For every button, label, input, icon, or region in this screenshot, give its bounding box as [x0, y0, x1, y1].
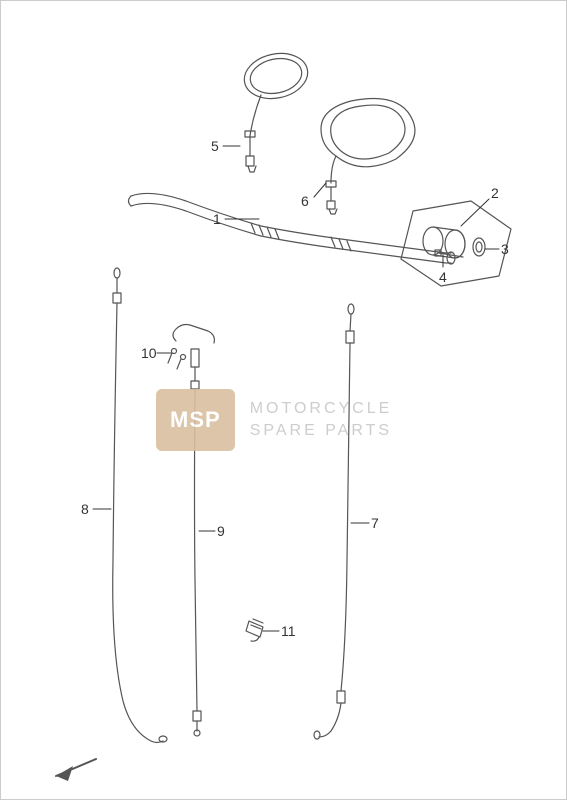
callout-1: 1 — [213, 211, 221, 227]
callout-6: 6 — [301, 193, 309, 209]
callout-8: 8 — [81, 501, 89, 517]
callout-7: 7 — [371, 515, 379, 531]
mirror-left — [240, 48, 312, 172]
callout-10: 10 — [141, 345, 157, 361]
orientation-arrow — [56, 759, 96, 781]
cable-8 — [113, 268, 167, 743]
bar-end-set — [401, 201, 511, 286]
mirror-right — [321, 99, 415, 215]
watermark-line2: SPARE PARTS — [250, 420, 393, 442]
watermark-text: MOTORCYCLE SPARE PARTS — [250, 398, 393, 443]
clip-11 — [246, 619, 263, 641]
callout-11: 11 — [281, 623, 296, 639]
callout-5: 5 — [211, 138, 219, 154]
callout-9: 9 — [217, 523, 225, 539]
handlebar — [129, 193, 456, 264]
cable-9 — [168, 325, 214, 737]
cable-7 — [314, 304, 354, 739]
callout-4: 4 — [439, 269, 447, 285]
watermark-logo: MSP — [156, 389, 235, 451]
watermark: MSP MOTORCYCLE SPARE PARTS — [156, 389, 392, 451]
callout-3: 3 — [501, 241, 509, 257]
watermark-line1: MOTORCYCLE — [250, 398, 393, 420]
callout-2: 2 — [491, 185, 499, 201]
diagram-frame: MSP MOTORCYCLE SPARE PARTS 1 2 3 4 5 6 7… — [0, 0, 567, 800]
